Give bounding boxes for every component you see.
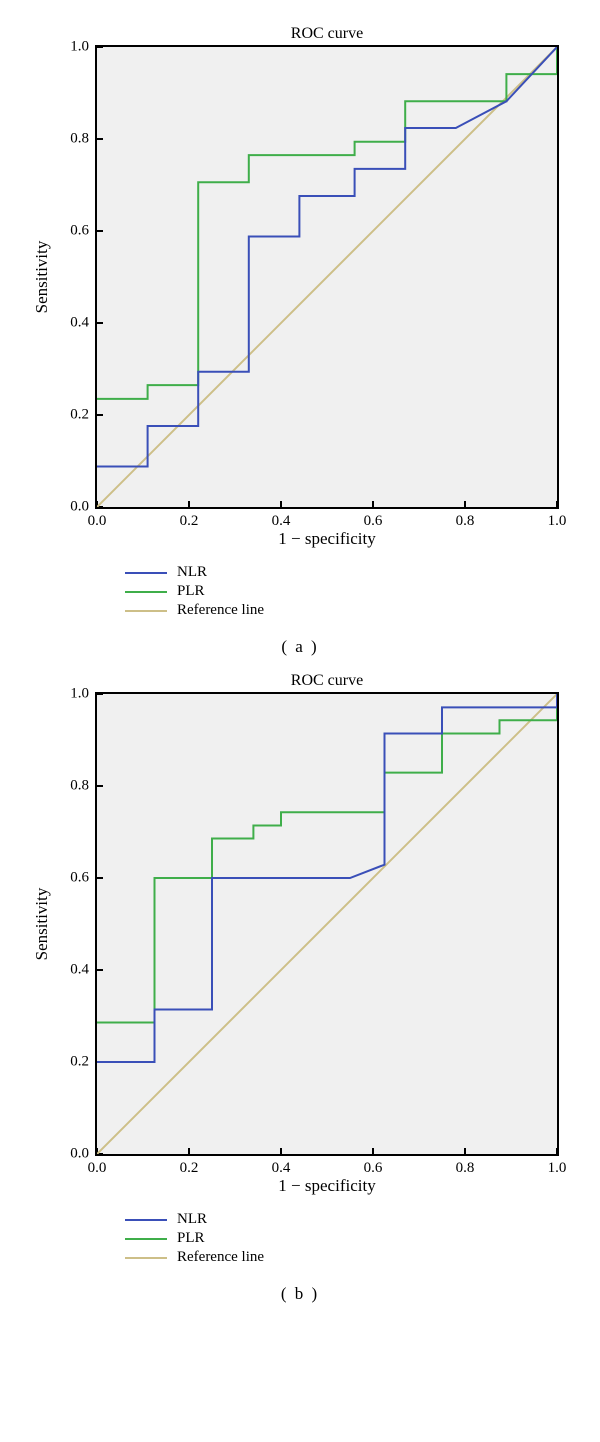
series-reference xyxy=(97,47,557,507)
legend-item: Reference line xyxy=(125,1249,580,1266)
panel-a: ROC curve Sensitivity 1 − specificity 0.… xyxy=(20,45,580,657)
legend-item: NLR xyxy=(125,564,580,581)
y-tick: 1.0 xyxy=(70,686,97,703)
plot-svg-b xyxy=(97,694,557,1154)
legend-item: PLR xyxy=(125,1230,580,1247)
series-PLR xyxy=(97,694,557,1022)
y-axis-label: Sensitivity xyxy=(32,241,52,314)
legend-label: NLR xyxy=(177,564,207,581)
chart-a: ROC curve Sensitivity 1 − specificity 0.… xyxy=(95,45,559,509)
plot-svg-a xyxy=(97,47,557,507)
x-tick: 0.2 xyxy=(180,507,199,530)
x-tick: 0.4 xyxy=(272,507,291,530)
y-tick: 1.0 xyxy=(70,39,97,56)
legend-label: NLR xyxy=(177,1211,207,1228)
panel-label-a: ( a ) xyxy=(20,637,580,657)
y-tick: 0.8 xyxy=(70,131,97,148)
y-tick: 0.2 xyxy=(70,407,97,424)
x-tick: 0.6 xyxy=(364,1154,383,1177)
x-tick: 0.4 xyxy=(272,1154,291,1177)
legend-item: PLR xyxy=(125,583,580,600)
series-PLR xyxy=(97,47,557,399)
panel-b: ROC curve Sensitivity 1 − specificity 0.… xyxy=(20,692,580,1304)
x-tick: 1.0 xyxy=(548,1154,567,1177)
x-tick: 0.8 xyxy=(456,1154,475,1177)
x-tick: 0.0 xyxy=(88,1154,107,1177)
legend-a: NLR PLR Reference line xyxy=(125,564,580,619)
x-tick: 0.2 xyxy=(180,1154,199,1177)
y-tick: 0.6 xyxy=(70,870,97,887)
legend-label: Reference line xyxy=(177,602,264,619)
x-tick: 1.0 xyxy=(548,507,567,530)
legend-swatch xyxy=(125,1238,167,1240)
x-tick: 0.0 xyxy=(88,507,107,530)
legend-label: PLR xyxy=(177,583,205,600)
y-tick: 0.2 xyxy=(70,1054,97,1071)
chart-title: ROC curve xyxy=(97,25,557,43)
y-tick: 0.4 xyxy=(70,315,97,332)
series-reference xyxy=(97,694,557,1154)
legend-swatch xyxy=(125,1219,167,1221)
x-axis-label: 1 − specificity xyxy=(97,1176,557,1196)
legend-swatch xyxy=(125,572,167,574)
y-tick: 0.6 xyxy=(70,223,97,240)
legend-swatch xyxy=(125,591,167,593)
y-tick: 0.4 xyxy=(70,962,97,979)
panel-label-b: ( b ) xyxy=(20,1284,580,1304)
y-axis-label: Sensitivity xyxy=(32,888,52,961)
y-tick: 0.8 xyxy=(70,778,97,795)
series-NLR xyxy=(97,47,557,467)
legend-swatch xyxy=(125,610,167,612)
legend-label: PLR xyxy=(177,1230,205,1247)
chart-b: ROC curve Sensitivity 1 − specificity 0.… xyxy=(95,692,559,1156)
x-tick: 0.6 xyxy=(364,507,383,530)
legend-swatch xyxy=(125,1257,167,1259)
x-axis-label: 1 − specificity xyxy=(97,529,557,549)
legend-label: Reference line xyxy=(177,1249,264,1266)
legend-item: NLR xyxy=(125,1211,580,1228)
legend-item: Reference line xyxy=(125,602,580,619)
legend-b: NLR PLR Reference line xyxy=(125,1211,580,1266)
x-tick: 0.8 xyxy=(456,507,475,530)
chart-title: ROC curve xyxy=(97,672,557,690)
